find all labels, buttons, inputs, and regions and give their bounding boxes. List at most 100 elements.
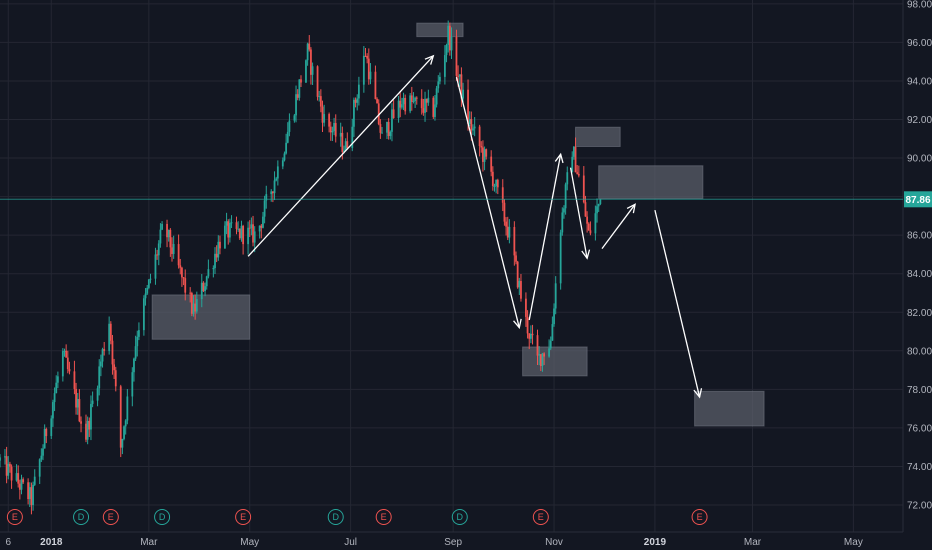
candle-body [399, 100, 402, 108]
event-marker[interactable] [154, 509, 171, 525]
candle-body [548, 348, 550, 357]
candle-body [247, 227, 249, 245]
candle-body [505, 221, 507, 227]
candle-body [68, 369, 71, 372]
time-axis[interactable]: 6 2018 Mar May Jul Sep Nov 2019 Mar May [5, 537, 862, 548]
candle-body [415, 97, 418, 99]
event-marker[interactable] [451, 509, 468, 525]
candle-body [286, 131, 289, 143]
candle-body [15, 473, 18, 481]
candle-body [503, 202, 506, 222]
candle-body [341, 132, 344, 152]
candle-body [306, 43, 309, 61]
candle-body [42, 448, 44, 456]
candle-body [184, 278, 187, 293]
event-marker[interactable] [102, 509, 119, 525]
candle-body [400, 104, 403, 108]
price-tick-label: 90.00 [907, 154, 932, 165]
candle-body [483, 149, 486, 162]
candle-body [589, 230, 592, 234]
candle-body [387, 121, 390, 136]
candle-body [80, 421, 82, 424]
candle-body [525, 298, 527, 317]
candle-body [561, 212, 564, 233]
candle-body [17, 473, 20, 484]
candle-body [435, 88, 438, 105]
price-tick-label: 94.00 [907, 76, 932, 87]
candle-body [374, 71, 377, 99]
candle-body [346, 141, 349, 148]
event-marker-label: E [697, 512, 703, 522]
candle-body [377, 103, 380, 125]
current-price-tag: 87.86 [0, 191, 932, 208]
candle-body [381, 132, 383, 134]
candle-body [271, 191, 274, 194]
candle-body [273, 180, 276, 194]
candle-body [136, 336, 139, 347]
candle-body [189, 292, 192, 294]
candle-body [554, 283, 557, 309]
candle-body [124, 420, 127, 427]
candle-body [478, 126, 481, 147]
candle-body [283, 153, 286, 161]
candle-body [334, 123, 337, 137]
candle-body [339, 132, 342, 137]
candle-body [529, 333, 532, 339]
candle-body [169, 229, 172, 248]
candle-body [76, 399, 79, 408]
event-marker[interactable] [532, 509, 549, 525]
candle-body [108, 323, 111, 351]
price-axis[interactable]: 72.00 74.00 76.00 78.00 80.00 82.00 84.00 86.00… [907, 0, 932, 512]
event-marker-label: E [240, 512, 246, 522]
candle-body [506, 226, 509, 238]
candle-body [157, 243, 160, 256]
event-marker[interactable] [235, 509, 252, 525]
price-tick-label: 72.00 [907, 501, 932, 512]
candle-body [577, 173, 580, 176]
price-tick-label: 92.00 [907, 115, 932, 126]
candle-body [462, 89, 464, 99]
event-marker-label: E [538, 512, 544, 522]
candle-body [85, 423, 87, 440]
candle-body [237, 228, 240, 230]
projection-arrow-head [626, 203, 636, 214]
candle-body [190, 293, 193, 314]
event-marker-label: E [108, 512, 114, 522]
candle-body [86, 420, 89, 440]
candle-body [63, 350, 66, 352]
current-price-label: 87.86 [905, 195, 930, 206]
candle-body [227, 221, 230, 238]
candle-body [439, 76, 441, 82]
candle-body [318, 96, 321, 98]
candle-body [138, 330, 140, 337]
event-marker[interactable] [6, 509, 23, 525]
projection-arrow-line [654, 209, 701, 398]
event-marker[interactable] [327, 509, 344, 525]
candle-body [559, 232, 562, 284]
candle-body [18, 483, 21, 490]
price-tick-label: 80.00 [907, 346, 932, 357]
candle-body [392, 109, 395, 119]
candle-body [195, 299, 198, 312]
candle-body [119, 386, 122, 448]
projection-arrow-head [554, 152, 564, 164]
event-marker[interactable] [691, 509, 708, 525]
candle-body [215, 253, 218, 258]
candle-body [539, 354, 542, 366]
candle-body [354, 99, 357, 103]
candle-body [391, 109, 393, 132]
time-tick-label: May [240, 537, 259, 548]
candle-body [202, 282, 205, 292]
event-marker[interactable] [73, 509, 90, 525]
candle-body [260, 225, 263, 228]
candle-body [480, 146, 483, 148]
candle-body [586, 216, 589, 224]
candle-body [91, 400, 94, 404]
candle-body [235, 222, 238, 229]
event-marker[interactable] [375, 509, 392, 525]
candle-body [516, 261, 519, 288]
candle-body [43, 428, 46, 449]
candle-body [98, 366, 101, 389]
